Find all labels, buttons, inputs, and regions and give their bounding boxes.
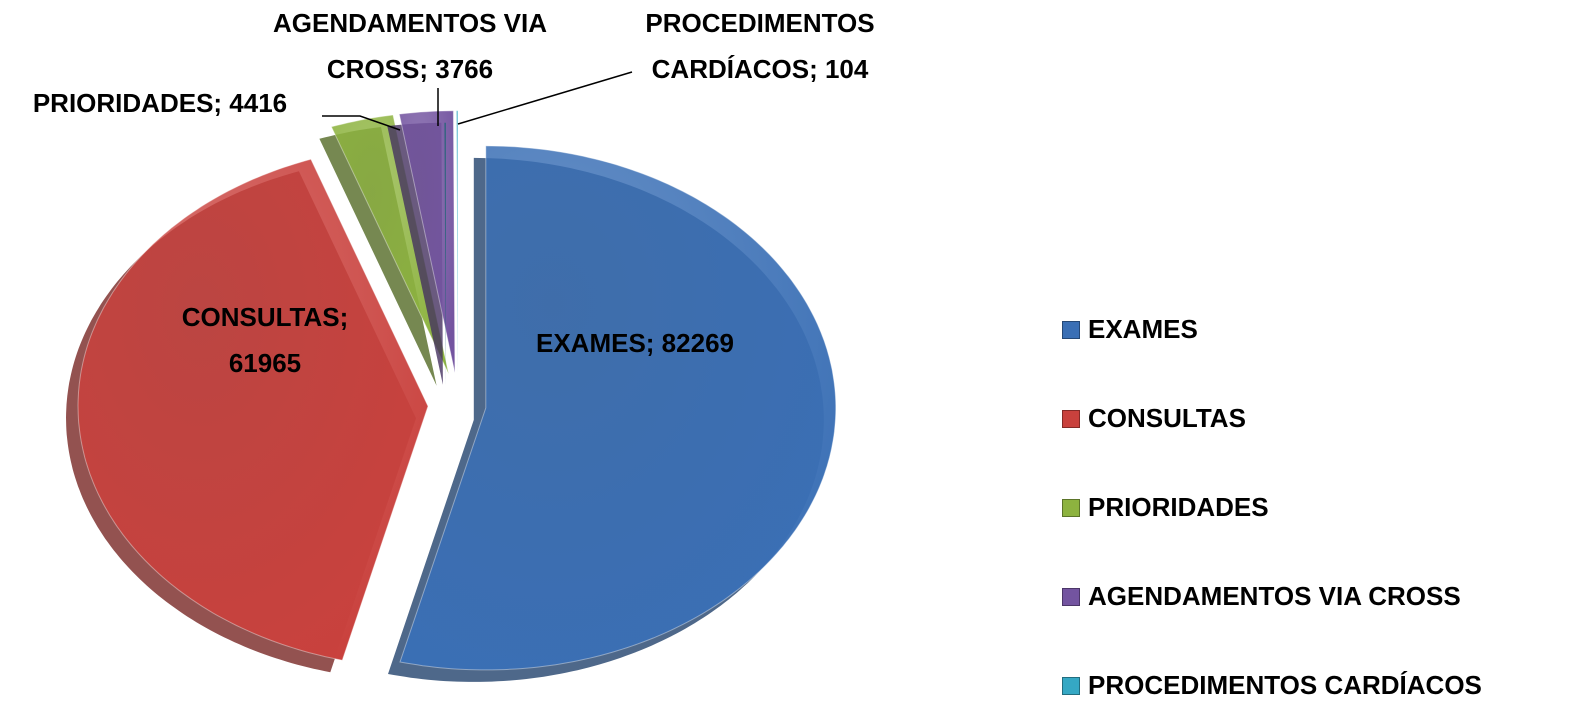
legend-swatch bbox=[1062, 498, 1080, 517]
slice bbox=[455, 110, 459, 373]
slice bbox=[399, 145, 837, 671]
legend-label: AGENDAMENTOS VIA CROSS bbox=[1088, 581, 1461, 611]
data-label: PROCEDIMENTOS CARDÍACOS; 104 bbox=[645, 8, 875, 84]
legend-swatch bbox=[1062, 320, 1080, 339]
legend-swatch bbox=[1062, 409, 1080, 428]
slice bbox=[330, 114, 450, 374]
data-label: CONSULTAS; 61965 bbox=[181, 302, 349, 378]
slice-side bbox=[444, 122, 446, 385]
data-label: PRIORIDADES; 4416 bbox=[32, 88, 288, 118]
legend-label: EXAMES bbox=[1088, 314, 1198, 344]
slice bbox=[398, 110, 456, 373]
legend-entry: PROCEDIMENTOS CARDÍACOS bbox=[1062, 670, 1482, 701]
leader-line bbox=[457, 71, 633, 125]
legend-swatch bbox=[1062, 676, 1080, 695]
data-label: EXAMES; 82269 bbox=[536, 328, 734, 358]
legend-label: PROCEDIMENTOS CARDÍACOS bbox=[1088, 670, 1482, 700]
legend-entry: EXAMES bbox=[1062, 314, 1198, 345]
legend-swatch bbox=[1062, 587, 1080, 606]
legend-entry: PRIORIDADES bbox=[1062, 492, 1269, 523]
slice bbox=[77, 158, 429, 661]
legend-entry: CONSULTAS bbox=[1062, 403, 1246, 434]
slice-side bbox=[319, 127, 437, 386]
legend-label: CONSULTAS bbox=[1088, 403, 1246, 433]
legend-label: PRIORIDADES bbox=[1088, 492, 1269, 522]
leader-line bbox=[322, 115, 401, 131]
legend-entry: AGENDAMENTOS VIA CROSS bbox=[1062, 581, 1461, 612]
data-label: AGENDAMENTOS VIA CROSS; 3766 bbox=[273, 8, 547, 84]
